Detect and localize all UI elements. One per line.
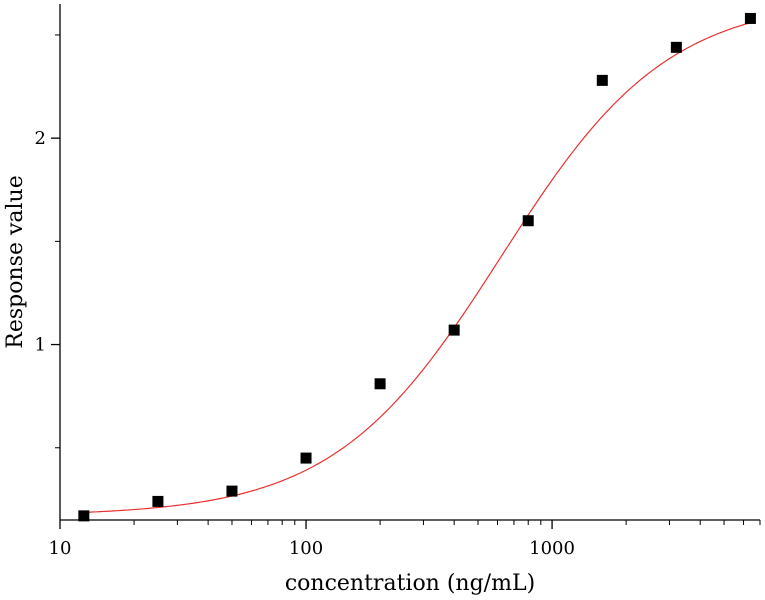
data-point: [744, 12, 756, 24]
x-tick-label: 1000: [529, 538, 575, 559]
data-point: [226, 485, 238, 497]
x-tick-label: 10: [49, 538, 72, 559]
fit-curve: [83, 22, 751, 513]
data-point: [522, 215, 534, 227]
data-points: [78, 12, 756, 522]
x-axis-label: concentration (ng/mL): [285, 571, 535, 596]
y-axis-label: Response value: [3, 175, 28, 348]
data-point: [448, 324, 460, 336]
axes: [59, 4, 760, 521]
data-point: [374, 378, 386, 390]
x-tick-label: 100: [289, 538, 323, 559]
data-point: [670, 41, 682, 53]
axis-ticks: [51, 34, 761, 529]
data-point: [596, 74, 608, 86]
y-tick-label: 2: [35, 128, 46, 149]
y-tick-label: 1: [35, 335, 46, 356]
data-point: [152, 495, 164, 507]
tick-labels: 10 100 1000 1 2: [35, 128, 575, 559]
data-point: [300, 452, 312, 464]
data-point: [78, 510, 90, 522]
